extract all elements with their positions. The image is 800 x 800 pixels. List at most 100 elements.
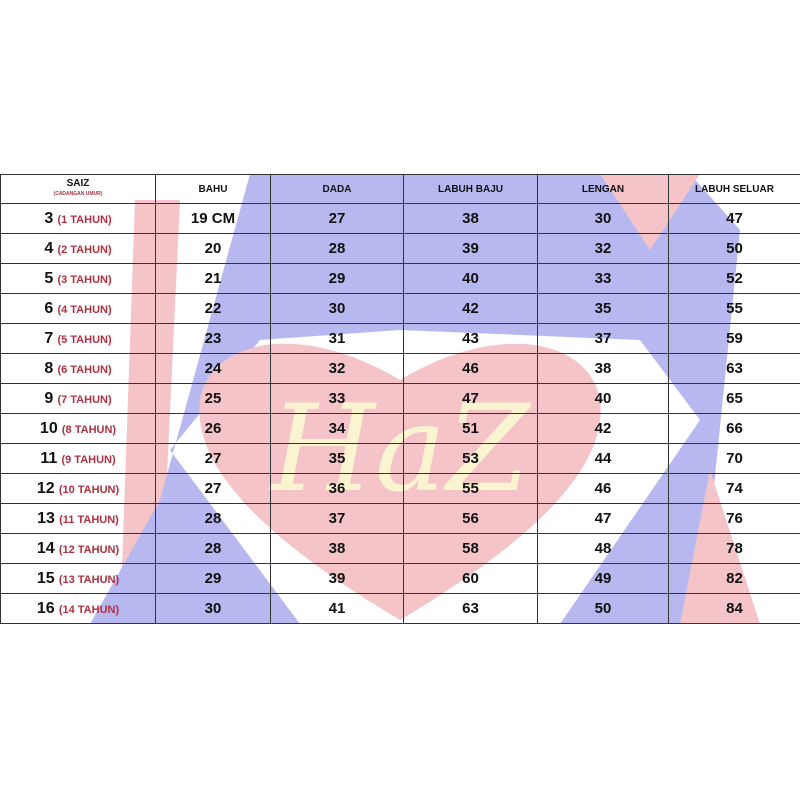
size-cell: 4 (2 TAHUN) — [0, 233, 156, 264]
labuh-seluar-cell: 78 — [668, 533, 800, 564]
size-value: 7 — [44, 329, 54, 347]
dada-cell: 30 — [270, 293, 404, 324]
labuh-baju-cell: 58 — [403, 533, 538, 564]
size-value: 3 — [44, 209, 54, 227]
age-value: (14 TAHUN) — [58, 603, 120, 616]
size-cell: 12 (10 TAHUN) — [0, 473, 156, 504]
lengan-cell: 40 — [537, 383, 669, 414]
table-row: 10 (8 TAHUN) 26 34 51 42 66 — [0, 413, 800, 444]
lengan-cell: 49 — [537, 563, 669, 594]
dada-cell: 35 — [270, 443, 404, 474]
table-row: 4 (2 TAHUN) 20 28 39 32 50 — [0, 233, 800, 264]
lengan-cell: 47 — [537, 503, 669, 534]
labuh-baju-cell: 46 — [403, 353, 538, 384]
header-dada: DADA — [270, 174, 404, 204]
table-row: 15 (13 TAHUN) 29 39 60 49 82 — [0, 563, 800, 594]
bahu-cell: 24 — [155, 353, 271, 384]
dada-cell: 31 — [270, 323, 404, 354]
table-row: 5 (3 TAHUN) 21 29 40 33 52 — [0, 263, 800, 294]
bahu-cell: 23 — [155, 323, 271, 354]
size-cell: 6 (4 TAHUN) — [0, 293, 156, 324]
size-cell: 14 (12 TAHUN) — [0, 533, 156, 564]
dada-cell: 28 — [270, 233, 404, 264]
age-value: (10 TAHUN) — [58, 483, 120, 496]
lengan-cell: 33 — [537, 263, 669, 294]
bahu-cell: 26 — [155, 413, 271, 444]
size-cell: 15 (13 TAHUN) — [0, 563, 156, 594]
labuh-baju-cell: 51 — [403, 413, 538, 444]
size-value: 11 — [40, 449, 58, 467]
age-value: (5 TAHUN) — [57, 333, 112, 346]
age-value: (11 TAHUN) — [59, 513, 119, 526]
labuh-baju-cell: 56 — [403, 503, 538, 534]
size-value: 6 — [44, 299, 54, 317]
header-saiz-label: SAIZ — [66, 178, 90, 189]
dada-cell: 41 — [270, 593, 404, 624]
bahu-cell: 28 — [155, 503, 271, 534]
dada-cell: 27 — [270, 203, 404, 234]
labuh-seluar-cell: 82 — [668, 563, 800, 594]
size-value: 16 — [36, 599, 55, 617]
bahu-cell: 30 — [155, 593, 271, 624]
header-labuh-baju: LABUH BAJU — [403, 174, 538, 204]
lengan-cell: 32 — [537, 233, 669, 264]
size-cell: 7 (5 TAHUN) — [0, 323, 156, 354]
labuh-baju-cell: 53 — [403, 443, 538, 474]
labuh-baju-cell: 63 — [403, 593, 538, 624]
bahu-cell: 29 — [155, 563, 271, 594]
size-value: 10 — [39, 419, 58, 437]
size-value: 12 — [36, 479, 55, 497]
table-row: 12 (10 TAHUN) 27 36 55 46 74 — [0, 473, 800, 504]
labuh-seluar-cell: 84 — [668, 593, 800, 624]
bahu-cell: 25 — [155, 383, 271, 414]
size-value: 4 — [44, 239, 54, 257]
labuh-baju-cell: 42 — [403, 293, 538, 324]
lengan-cell: 30 — [537, 203, 669, 234]
size-cell: 5 (3 TAHUN) — [0, 263, 156, 294]
table-row: 7 (5 TAHUN) 23 31 43 37 59 — [0, 323, 800, 354]
labuh-baju-cell: 43 — [403, 323, 538, 354]
bahu-cell: 28 — [155, 533, 271, 564]
size-cell: 16 (14 TAHUN) — [0, 593, 156, 624]
table-row: 16 (14 TAHUN) 30 41 63 50 84 — [0, 593, 800, 624]
lengan-cell: 42 — [537, 413, 669, 444]
size-cell: 13 (11 TAHUN) — [0, 503, 156, 534]
header-lengan: LENGAN — [537, 174, 669, 204]
table-row: 8 (6 TAHUN) 24 32 46 38 63 — [0, 353, 800, 384]
lengan-cell: 37 — [537, 323, 669, 354]
size-cell: 8 (6 TAHUN) — [0, 353, 156, 384]
size-cell: 3 (1 TAHUN) — [0, 203, 156, 234]
age-value: (2 TAHUN) — [57, 243, 112, 256]
bahu-cell: 27 — [155, 473, 271, 504]
table-row: 11 (9 TAHUN) 27 35 53 44 70 — [0, 443, 800, 474]
age-value: (1 TAHUN) — [57, 213, 112, 226]
labuh-baju-cell: 60 — [403, 563, 538, 594]
lengan-cell: 50 — [537, 593, 669, 624]
dada-cell: 37 — [270, 503, 404, 534]
labuh-baju-cell: 39 — [403, 233, 538, 264]
size-value: 14 — [36, 539, 55, 557]
labuh-baju-cell: 55 — [403, 473, 538, 504]
age-value: (7 TAHUN) — [57, 393, 112, 406]
dada-cell: 39 — [270, 563, 404, 594]
table-row: 14 (12 TAHUN) 28 38 58 48 78 — [0, 533, 800, 564]
header-row: SAIZ (CADANGAN UMUR) BAHU DADA LABUH BAJU… — [0, 174, 800, 204]
labuh-seluar-cell: 70 — [668, 443, 800, 474]
lengan-cell: 35 — [537, 293, 669, 324]
size-chart-table: SAIZ (CADANGAN UMUR) BAHU DADA LABUH BAJU… — [0, 174, 800, 624]
age-value: (8 TAHUN) — [61, 423, 117, 436]
labuh-seluar-cell: 55 — [668, 293, 800, 324]
size-value: 13 — [37, 509, 55, 527]
labuh-seluar-cell: 74 — [668, 473, 800, 504]
header-bahu: BAHU — [155, 174, 271, 204]
size-value: 8 — [44, 359, 54, 377]
labuh-seluar-cell: 65 — [668, 383, 800, 414]
table-row: 3 (1 TAHUN) 19 CM 27 38 30 47 — [0, 203, 800, 234]
lengan-cell: 44 — [537, 443, 669, 474]
labuh-seluar-cell: 52 — [668, 263, 800, 294]
size-cell: 9 (7 TAHUN) — [0, 383, 156, 414]
lengan-cell: 38 — [537, 353, 669, 384]
age-value: (13 TAHUN) — [58, 573, 120, 586]
dada-cell: 34 — [270, 413, 404, 444]
age-value: (9 TAHUN) — [61, 453, 116, 466]
